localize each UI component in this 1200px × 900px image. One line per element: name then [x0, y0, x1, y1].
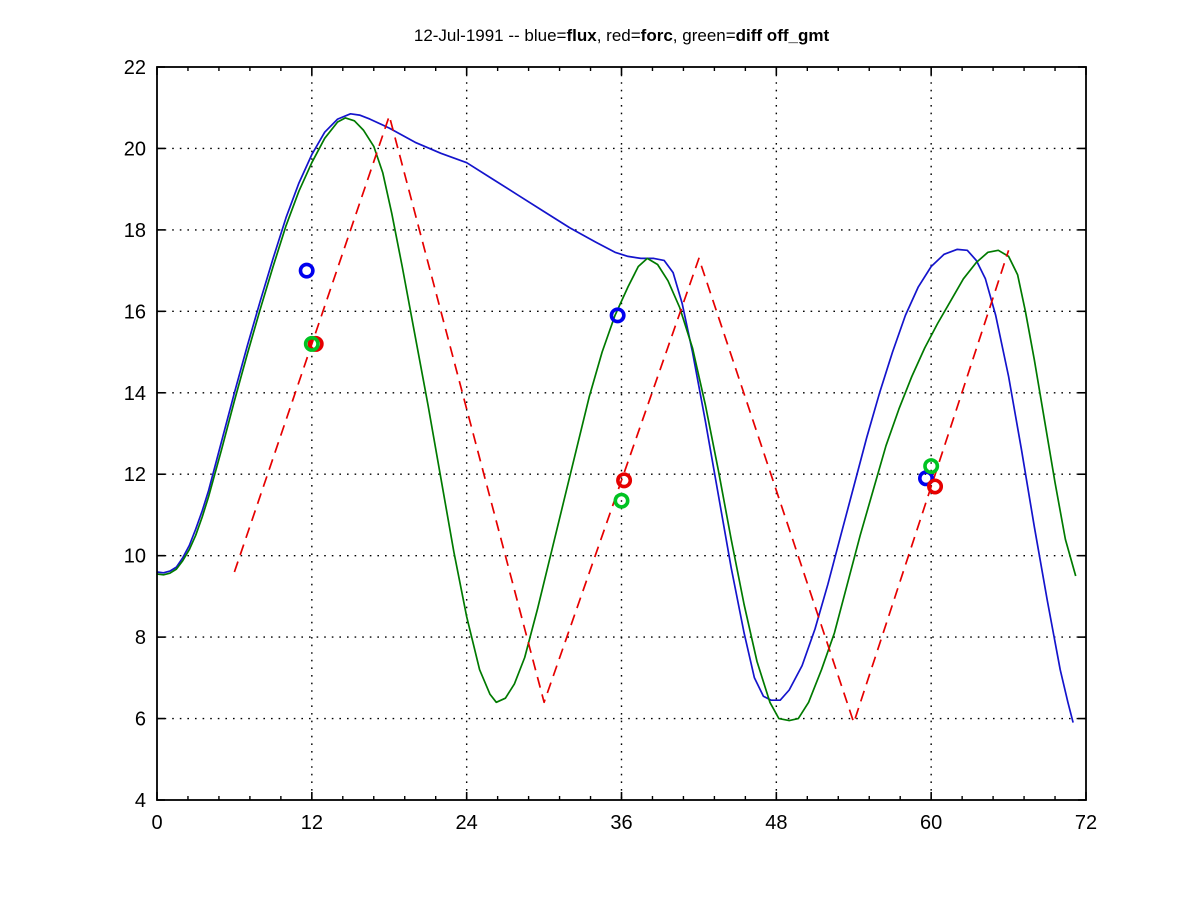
x-tick-label: 24	[456, 812, 478, 834]
title-segment: forc	[640, 26, 673, 45]
x-tick-label: 60	[920, 812, 942, 834]
y-tick-label: 22	[124, 57, 146, 79]
y-tick-label: 6	[135, 709, 146, 731]
x-tick-label: 48	[765, 812, 787, 834]
flux-marker	[298, 262, 315, 279]
forc-marker	[927, 478, 944, 495]
diff-line	[156, 117, 1077, 722]
flux-line	[156, 112, 1074, 723]
y-tick-label: 12	[124, 464, 146, 486]
flux-marker	[609, 307, 626, 324]
title-segment: flux	[566, 26, 597, 45]
title-segment: , green=	[672, 26, 736, 45]
title-segment: diff off_gmt	[735, 26, 830, 45]
diff-marker	[613, 492, 630, 509]
axis-box	[156, 66, 1087, 801]
diff-marker	[303, 335, 320, 352]
forc-line	[233, 115, 1010, 724]
title-segment: 12-Jul-1991 -- blue=	[413, 26, 567, 45]
y-tick-label: 10	[124, 546, 146, 568]
y-tick-label: 18	[124, 220, 146, 242]
forc-marker	[616, 472, 633, 489]
y-tick-label: 8	[135, 627, 146, 649]
x-tick-label: 36	[610, 812, 632, 834]
x-tick-label: 0	[151, 812, 162, 834]
title-segment: , red=	[596, 26, 641, 45]
y-tick-label: 20	[124, 138, 146, 160]
chart-title: 12-Jul-1991 -- blue=flux, red=forc, gree…	[43, 26, 1200, 46]
x-tick-label: 72	[1075, 812, 1097, 834]
y-tick-label: 4	[135, 790, 146, 812]
y-tick-label: 16	[124, 301, 146, 323]
y-tick-label: 14	[124, 383, 146, 405]
x-tick-label: 12	[301, 812, 323, 834]
diff-marker	[923, 458, 940, 475]
